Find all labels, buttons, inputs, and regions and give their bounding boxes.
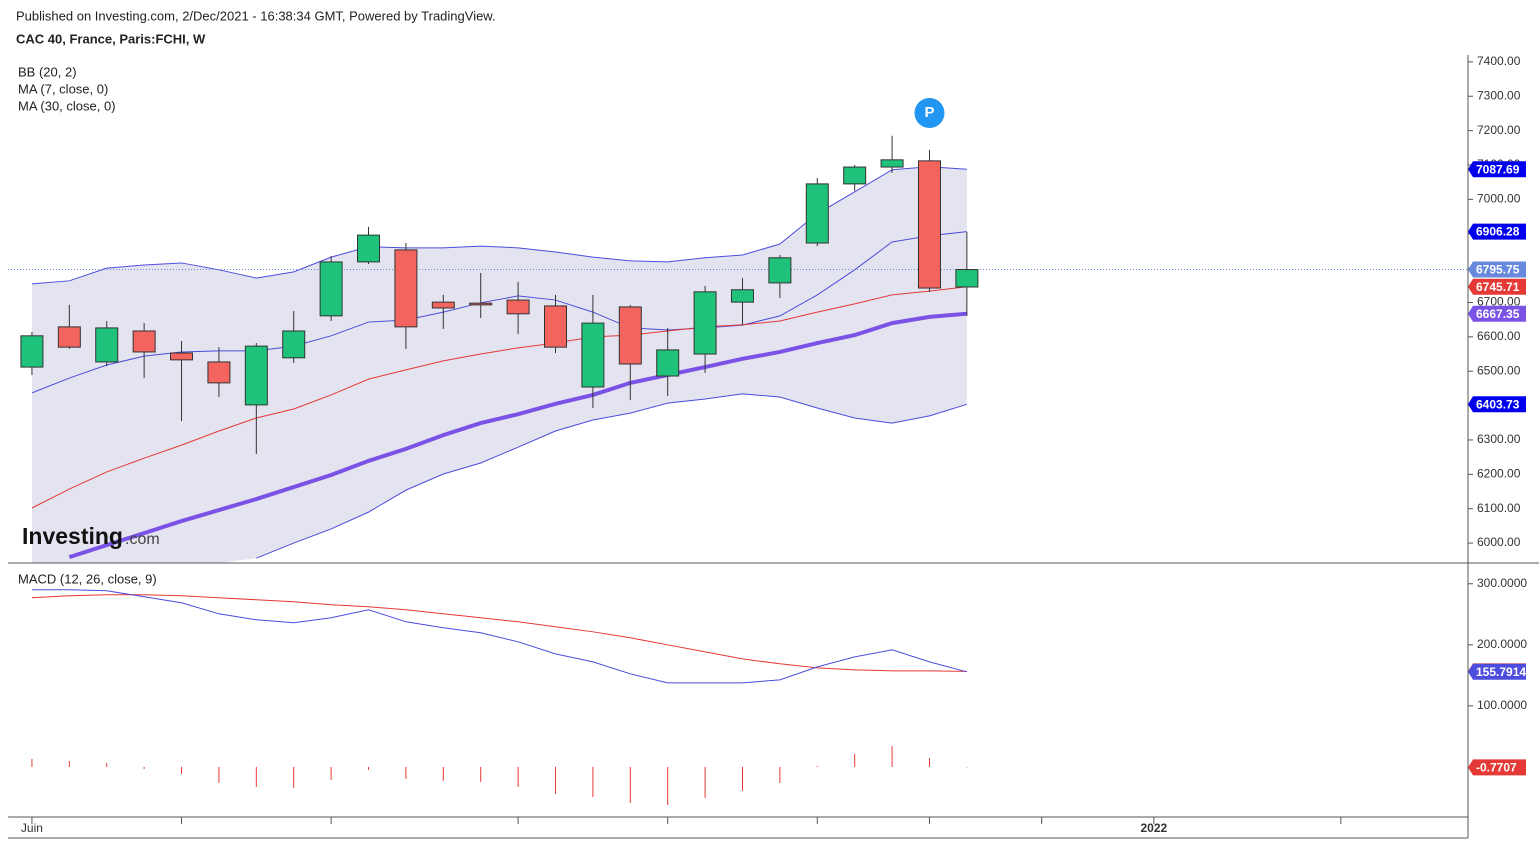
value-box-label: -0.7707 [1476, 761, 1517, 775]
candle-body [394, 249, 418, 328]
y-tick-label: 6200.00 [1477, 466, 1521, 480]
candle-body [95, 327, 119, 363]
value-box-label: 6667.35 [1476, 307, 1520, 321]
candle-body [431, 301, 455, 309]
value-box-label: 6795.75 [1476, 263, 1520, 277]
value-box-label: 6906.28 [1476, 225, 1520, 239]
candle-body [357, 234, 381, 263]
signal-line [31, 594, 967, 672]
x-tick-label: 2022 [1141, 821, 1168, 835]
candle-body [768, 257, 792, 284]
candle-body [843, 166, 867, 185]
y-tick-label: 300.0000 [1477, 576, 1527, 590]
y-tick-label: 6600.00 [1477, 329, 1521, 343]
indicator-legend: MA (7, close, 0) [18, 81, 108, 96]
x-tick-label: Juin [21, 821, 43, 835]
candle-body [805, 183, 829, 244]
y-tick-label: 6500.00 [1477, 363, 1521, 377]
y-tick-label: 200.0000 [1477, 637, 1527, 651]
candle-body [469, 302, 493, 306]
p-marker [914, 98, 945, 128]
candle-body [693, 291, 717, 355]
y-tick-label: 6300.00 [1477, 432, 1521, 446]
value-box [1468, 161, 1526, 178]
candle-body [506, 299, 530, 315]
candle-body [618, 306, 642, 365]
candle-body [656, 349, 680, 377]
candle-body [170, 352, 194, 361]
bb-lower [256, 393, 968, 559]
candle-body [132, 330, 156, 353]
value-box [1468, 278, 1526, 295]
candle-body [20, 335, 44, 368]
candle-body [544, 305, 567, 348]
candle-body [207, 361, 231, 384]
indicator-legend: MA (30, close, 0) [18, 98, 116, 113]
p-marker-label: P [924, 104, 934, 121]
watermark-suffix: .com [125, 531, 160, 548]
candle-body [955, 269, 979, 288]
candle-body [282, 330, 306, 359]
macd-line [31, 589, 968, 684]
y-tick-label: 6700.00 [1477, 295, 1521, 309]
candle-body [880, 159, 904, 168]
value-box-label: 155.7914 [1476, 665, 1526, 679]
watermark-brand: Investing [22, 523, 123, 549]
price-pane [8, 135, 1468, 563]
value-box [1468, 223, 1526, 240]
value-box [1468, 261, 1526, 278]
value-box-label: 6745.71 [1476, 280, 1520, 294]
indicator-legend: BB (20, 2) [18, 64, 77, 79]
y-tick-label: 100.0000 [1477, 698, 1527, 712]
symbol-line: CAC 40, France, Paris:FCHI, W [16, 31, 206, 46]
candle-body [244, 345, 268, 406]
value-box-label: 6403.73 [1476, 397, 1520, 411]
value-box [1468, 396, 1526, 413]
value-box-label: 7087.69 [1476, 162, 1520, 176]
y-tick-label: 7400.00 [1477, 54, 1521, 68]
y-tick-label: 7300.00 [1477, 88, 1521, 102]
candle-body [917, 160, 941, 289]
value-box [1468, 305, 1526, 322]
value-box [1468, 759, 1526, 776]
value-box [1468, 663, 1526, 680]
candle-body [581, 322, 605, 388]
y-tick-label: 6000.00 [1477, 535, 1521, 549]
bb-fill [31, 166, 967, 563]
macd-pane [31, 589, 968, 805]
candle-body [730, 289, 754, 303]
y-tick-label: 7000.00 [1477, 192, 1521, 206]
candle-body [57, 326, 81, 348]
y-tick-label: 7200.00 [1477, 123, 1521, 137]
macd-legend: MACD (12, 26, close, 9) [18, 571, 157, 586]
published-line: Published on Investing.com, 2/Dec/2021 -… [16, 8, 496, 23]
bb-basis [31, 231, 967, 394]
overlay: Juin20226000.006100.006200.006300.006400… [18, 54, 1527, 835]
y-tick-label: 6100.00 [1477, 501, 1521, 515]
moving-average [68, 311, 968, 560]
moving-average [31, 286, 967, 509]
candle-body [319, 261, 343, 317]
